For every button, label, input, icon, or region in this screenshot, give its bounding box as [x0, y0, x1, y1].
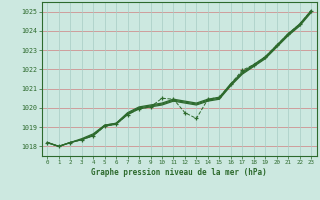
- X-axis label: Graphe pression niveau de la mer (hPa): Graphe pression niveau de la mer (hPa): [91, 168, 267, 177]
